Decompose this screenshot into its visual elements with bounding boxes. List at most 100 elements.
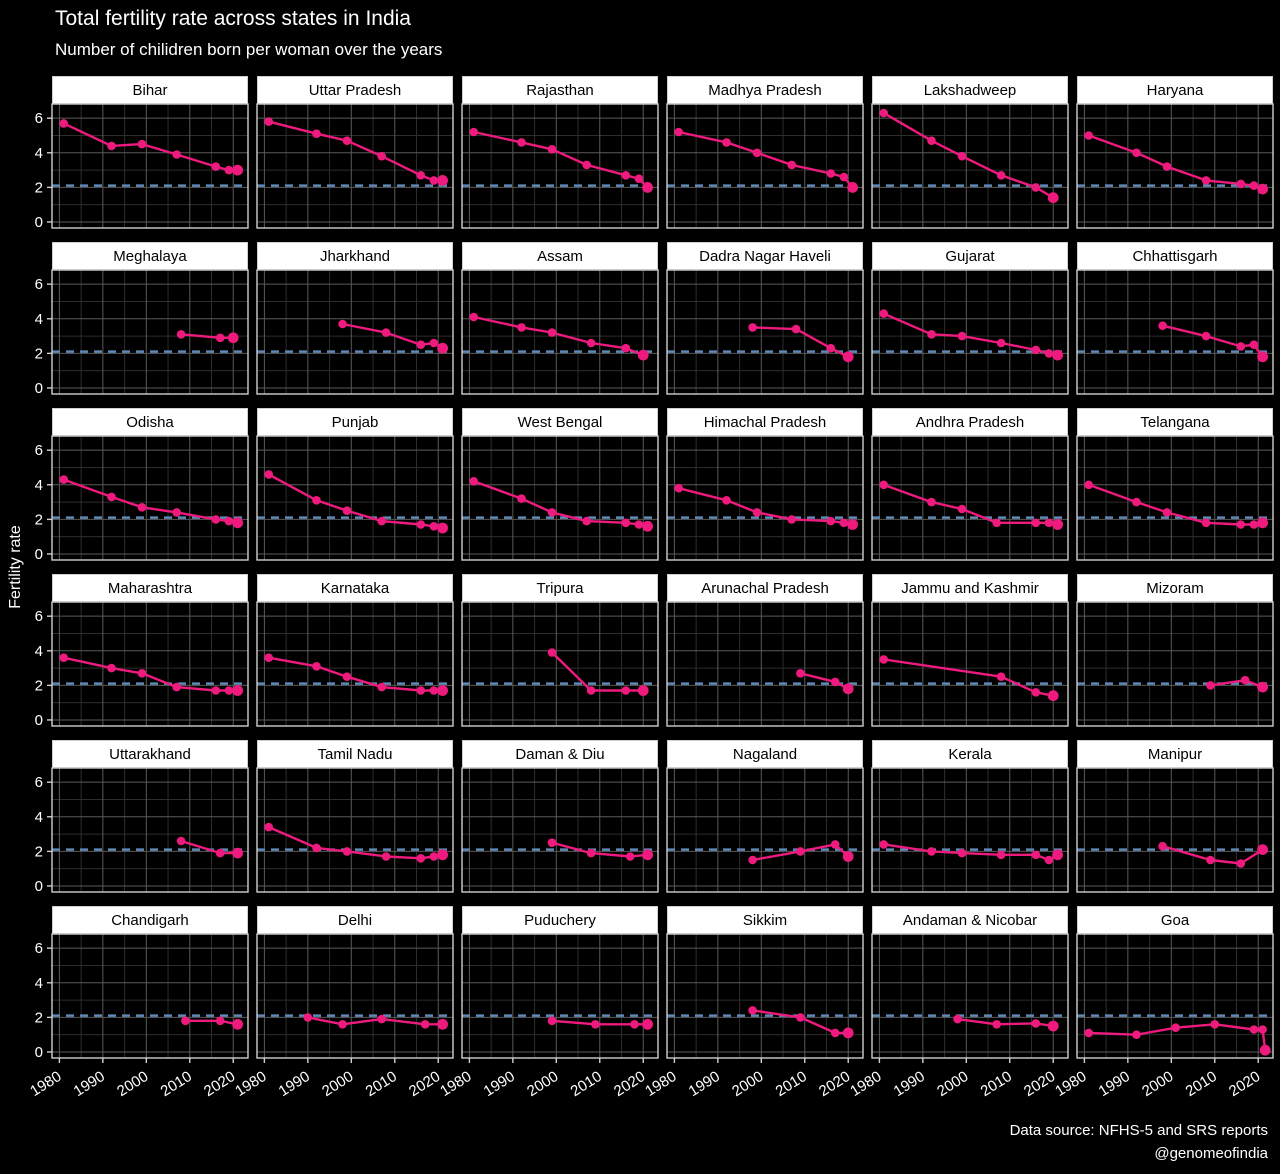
y-tick-label: 2 — [35, 511, 43, 528]
data-point — [637, 349, 649, 361]
data-point — [1162, 162, 1172, 171]
data-point — [1257, 681, 1268, 693]
y-tick-label: 4 — [35, 975, 43, 992]
y-tick-label: 2 — [35, 843, 43, 860]
data-point — [1052, 349, 1063, 361]
facet-title: Punjab — [257, 408, 453, 436]
data-point — [996, 171, 1006, 180]
data-point — [796, 1013, 805, 1022]
data-point — [842, 683, 854, 695]
panel-border — [256, 767, 454, 893]
x-tick-label: 1990 — [71, 1068, 108, 1100]
y-tick-label: 4 — [35, 643, 43, 660]
facet-title: Andhra Pradesh — [872, 408, 1068, 436]
facet-plot — [461, 435, 659, 561]
facet-panel-tripura: Tripura — [461, 574, 659, 727]
facet-panel-jharkhand: Jharkhand — [256, 242, 454, 395]
data-point — [469, 312, 478, 322]
x-tick-label: 2020 — [816, 1068, 853, 1100]
facet-plot — [871, 269, 1069, 395]
facet-panel-puduchery: Puduchery 1980 1990 2000 2010 2020 — [437, 906, 659, 1100]
y-tick-label: 0 — [35, 712, 43, 729]
y-tick-label: 2 — [35, 1009, 43, 1026]
facet-title: Tamil Nadu — [257, 740, 453, 768]
data-point — [1031, 688, 1041, 697]
data-point — [59, 119, 68, 128]
credit-handle: @genomeofindia — [1154, 1144, 1268, 1162]
facet-plot — [666, 435, 864, 561]
data-point — [1044, 349, 1054, 358]
x-tick-label: 2010 — [363, 1068, 400, 1100]
facet-title: Meghalaya — [52, 242, 248, 270]
data-point — [437, 342, 448, 354]
fertility-line — [882, 658, 1055, 697]
data-point — [312, 496, 321, 505]
data-point — [1240, 675, 1250, 685]
data-point — [1132, 148, 1141, 158]
data-point — [1236, 520, 1246, 529]
x-tick-label: 1980 — [437, 1068, 474, 1100]
facet-title: Manipur — [1077, 740, 1273, 768]
data-point — [1044, 518, 1054, 528]
data-point — [312, 843, 321, 853]
data-point — [879, 108, 888, 118]
x-tick-label: 1990 — [481, 1068, 518, 1100]
data-point — [1132, 1030, 1141, 1039]
fertility-line — [751, 843, 850, 862]
data-point — [1031, 345, 1041, 355]
facet-title: Uttarakhand — [52, 740, 248, 768]
facet-plot: 0 2 4 6 — [35, 103, 249, 231]
x-tick-label: 1980 — [1052, 1068, 1089, 1100]
panel-border — [666, 601, 864, 727]
data-point — [224, 686, 234, 695]
data-point — [1210, 1020, 1220, 1029]
data-point — [517, 323, 526, 332]
panel-border — [256, 933, 454, 1059]
data-point — [416, 171, 426, 180]
data-point — [1031, 183, 1041, 192]
facet-panel-karnataka: Karnataka — [256, 574, 454, 727]
panel-border — [871, 601, 1069, 727]
data-point — [748, 323, 757, 332]
facet-plot — [1076, 435, 1274, 561]
x-tick-label: 2010 — [1183, 1068, 1220, 1100]
y-tick-label: 0 — [35, 546, 43, 563]
facet-panel-assam: Assam — [461, 242, 659, 395]
data-point — [264, 822, 273, 832]
fertility-line — [751, 1009, 850, 1035]
data-point — [232, 685, 244, 696]
data-point — [591, 1020, 600, 1029]
data-point — [547, 508, 557, 517]
x-tick-label: 1980 — [27, 1068, 64, 1100]
facet-title: Haryana — [1077, 76, 1273, 104]
facet-plot: 0 2 4 6 1980 1990 2000 2010 2020 — [27, 933, 249, 1100]
facet-plot — [1076, 767, 1274, 893]
facet-title: Bihar — [52, 76, 248, 104]
plot-bg — [1077, 934, 1273, 1058]
data-point — [953, 1014, 962, 1024]
data-point — [437, 175, 448, 186]
panel-border — [256, 103, 454, 229]
facet-title: Assam — [462, 242, 658, 270]
data-point — [1052, 849, 1063, 861]
data-point — [59, 475, 68, 484]
panel-border — [666, 269, 864, 395]
plot-bg — [52, 270, 248, 394]
data-point — [338, 319, 347, 329]
data-point — [1249, 181, 1259, 190]
data-point — [957, 848, 967, 858]
facet-panel-madhya-pradesh: Madhya Pradesh — [666, 76, 864, 229]
facet-plot: 0 2 4 6 — [35, 601, 249, 729]
data-point — [1047, 192, 1059, 204]
data-point — [996, 850, 1006, 860]
y-tick-label: 2 — [35, 179, 43, 196]
data-point — [1249, 1025, 1259, 1034]
panel-border — [871, 933, 1069, 1059]
fertility-line — [751, 326, 850, 359]
facet-panel-maharashtra: Maharashtra 0 2 4 6 — [35, 574, 249, 729]
data-point — [211, 162, 221, 171]
facet-panel-bihar: Bihar 0 2 4 6 — [35, 76, 249, 231]
plot-bg — [52, 934, 248, 1058]
data-point — [547, 328, 557, 337]
facet-panel-chandigarh: Chandigarh 0 2 4 6 1980 1990 2000 2010 2020 — [27, 906, 249, 1100]
